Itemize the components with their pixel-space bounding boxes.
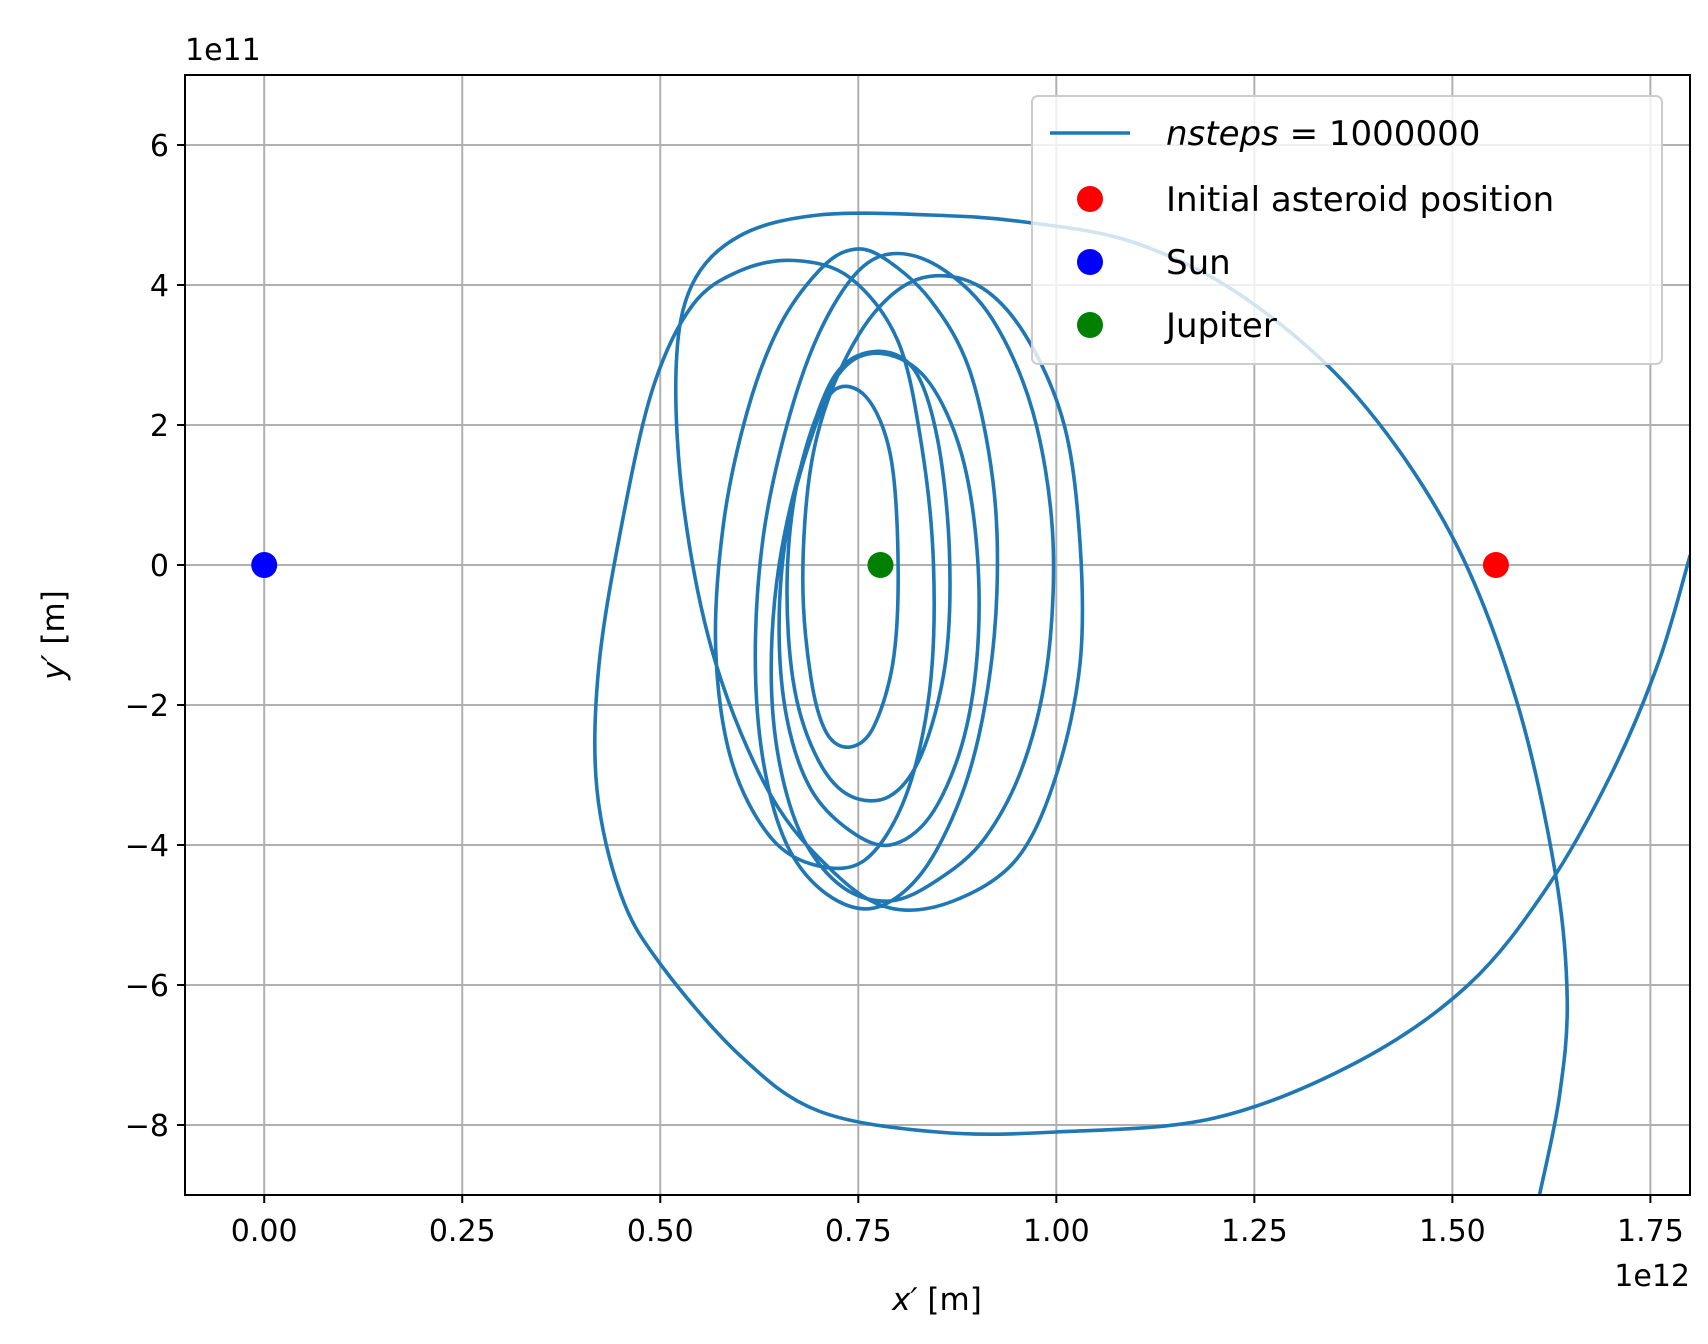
y-tick-label: −8: [125, 1109, 169, 1144]
plot-frame: [184, 74, 1691, 1196]
y-tick-label: 6: [150, 129, 169, 164]
legend-marker-sun: [1077, 249, 1103, 275]
y-tick-label: 0: [150, 549, 169, 584]
legend-label-jupiter: Jupiter: [1164, 306, 1277, 346]
legend-marker-jupiter: [1077, 312, 1103, 338]
x-offset-label: 1e12: [1614, 1259, 1690, 1294]
x-tick-label: 1.50: [1419, 1214, 1486, 1249]
y-tick-label: 4: [150, 269, 169, 304]
x-tick-label: 0.00: [231, 1214, 298, 1249]
x-tick-label: 0.50: [627, 1214, 694, 1249]
legend-marker-initial: [1077, 186, 1103, 212]
legend-box: [1031, 95, 1663, 365]
y-offset-label: 1e11: [185, 33, 261, 68]
x-tick-label: 1.25: [1221, 1214, 1288, 1249]
y-axis-ticks: 6 4 2 0 −2 −4 −6 −8: [125, 129, 185, 1144]
legend-label-trajectory: nsteps = 1000000: [1166, 114, 1480, 154]
x-tick-label: 1.00: [1023, 1214, 1090, 1249]
sun-marker: [251, 552, 278, 578]
legend-label-sun: Sun: [1166, 243, 1231, 283]
jupiter-marker: [867, 552, 894, 578]
legend: nsteps = 1000000 Initial asteroid positi…: [1031, 95, 1663, 365]
x-tick-label: 0.25: [429, 1214, 496, 1249]
trajectory-layer: [592, 211, 1690, 1195]
y-tick-label: −4: [125, 829, 169, 864]
points-layer: [251, 552, 1509, 578]
initial-asteroid-marker: [1482, 552, 1509, 578]
x-axis-label: x′ [m]: [891, 1282, 982, 1318]
trajectory-line: [592, 211, 1690, 1195]
y-tick-label: 2: [150, 409, 169, 444]
y-tick-label: −2: [125, 689, 169, 724]
y-axis-label: y′ [m]: [36, 590, 72, 681]
x-tick-label: 1.75: [1617, 1214, 1684, 1249]
x-axis-ticks: 0.00 0.25 0.50 0.75 1.00 1.25 1.50 1.75: [231, 1195, 1684, 1249]
y-tick-label: −6: [125, 969, 169, 1004]
legend-label-initial: Initial asteroid position: [1166, 180, 1554, 220]
x-tick-label: 0.75: [825, 1214, 892, 1249]
